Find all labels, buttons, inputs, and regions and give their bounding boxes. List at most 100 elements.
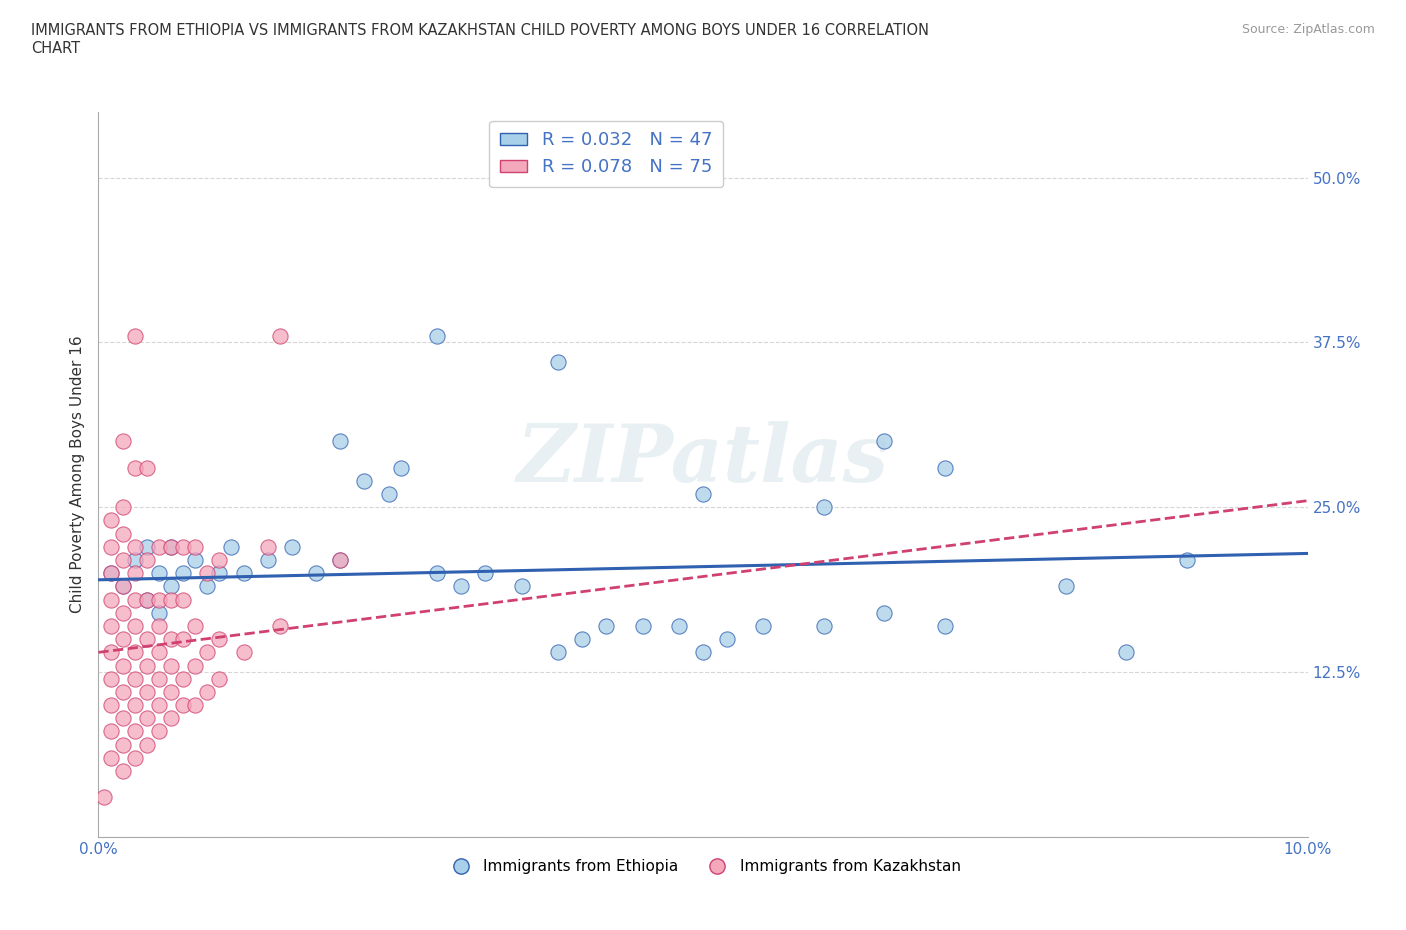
- Point: [195, 579, 218, 594]
- Point: [124, 644, 146, 659]
- Point: [195, 565, 218, 580]
- Point: [100, 539, 122, 554]
- Point: [160, 684, 183, 699]
- Point: [692, 644, 714, 659]
- Point: [135, 631, 157, 646]
- Point: [595, 618, 617, 633]
- Point: [172, 631, 194, 646]
- Point: [873, 605, 896, 620]
- Point: [389, 460, 412, 475]
- Point: [124, 592, 146, 607]
- Point: [111, 499, 134, 514]
- Point: [124, 565, 146, 580]
- Point: [124, 552, 146, 567]
- Point: [124, 460, 146, 475]
- Point: [631, 618, 654, 633]
- Point: [195, 684, 218, 699]
- Point: [124, 724, 146, 739]
- Point: [668, 618, 690, 633]
- Point: [281, 539, 304, 554]
- Point: [752, 618, 775, 633]
- Point: [329, 434, 352, 449]
- Point: [135, 460, 157, 475]
- Point: [111, 631, 134, 646]
- Point: [111, 526, 134, 541]
- Point: [184, 552, 207, 567]
- Point: [124, 618, 146, 633]
- Point: [100, 592, 122, 607]
- Point: [135, 658, 157, 673]
- Point: [111, 737, 134, 752]
- Point: [716, 631, 738, 646]
- Point: [160, 592, 183, 607]
- Point: [1054, 579, 1077, 594]
- Point: [111, 658, 134, 673]
- Point: [934, 618, 956, 633]
- Point: [124, 539, 146, 554]
- Text: ZIPatlas: ZIPatlas: [517, 421, 889, 498]
- Point: [100, 565, 122, 580]
- Point: [184, 658, 207, 673]
- Point: [172, 592, 194, 607]
- Point: [269, 618, 291, 633]
- Point: [934, 460, 956, 475]
- Text: Source: ZipAtlas.com: Source: ZipAtlas.com: [1241, 23, 1375, 36]
- Point: [100, 698, 122, 712]
- Point: [184, 618, 207, 633]
- Point: [111, 605, 134, 620]
- Point: [111, 434, 134, 449]
- Point: [547, 644, 569, 659]
- Point: [135, 592, 157, 607]
- Point: [148, 565, 170, 580]
- Point: [256, 552, 278, 567]
- Point: [184, 539, 207, 554]
- Point: [426, 565, 449, 580]
- Point: [160, 539, 183, 554]
- Point: [692, 486, 714, 501]
- Point: [160, 658, 183, 673]
- Point: [172, 565, 194, 580]
- Point: [148, 671, 170, 686]
- Point: [111, 579, 134, 594]
- Point: [547, 354, 569, 369]
- Point: [172, 671, 194, 686]
- Point: [329, 552, 352, 567]
- Point: [450, 579, 472, 594]
- Point: [232, 565, 254, 580]
- Point: [353, 473, 375, 488]
- Point: [269, 328, 291, 343]
- Point: [474, 565, 496, 580]
- Point: [100, 644, 122, 659]
- Point: [100, 565, 122, 580]
- Point: [221, 539, 243, 554]
- Point: [172, 698, 194, 712]
- Point: [510, 579, 533, 594]
- Point: [93, 790, 115, 804]
- Point: [135, 684, 157, 699]
- Point: [148, 605, 170, 620]
- Point: [100, 671, 122, 686]
- Point: [111, 552, 134, 567]
- Point: [160, 631, 183, 646]
- Point: [195, 644, 218, 659]
- Point: [135, 552, 157, 567]
- Point: [377, 486, 399, 501]
- Point: [100, 513, 122, 528]
- Point: [111, 764, 134, 778]
- Point: [160, 539, 183, 554]
- Point: [148, 539, 170, 554]
- Point: [184, 698, 207, 712]
- Point: [160, 579, 183, 594]
- Point: [124, 751, 146, 765]
- Point: [305, 565, 328, 580]
- Point: [208, 631, 231, 646]
- Point: [208, 671, 231, 686]
- Point: [111, 684, 134, 699]
- Point: [148, 592, 170, 607]
- Text: IMMIGRANTS FROM ETHIOPIA VS IMMIGRANTS FROM KAZAKHSTAN CHILD POVERTY AMONG BOYS : IMMIGRANTS FROM ETHIOPIA VS IMMIGRANTS F…: [31, 23, 929, 56]
- Point: [172, 539, 194, 554]
- Point: [1115, 644, 1137, 659]
- Point: [813, 618, 835, 633]
- Y-axis label: Child Poverty Among Boys Under 16: Child Poverty Among Boys Under 16: [69, 336, 84, 613]
- Point: [124, 671, 146, 686]
